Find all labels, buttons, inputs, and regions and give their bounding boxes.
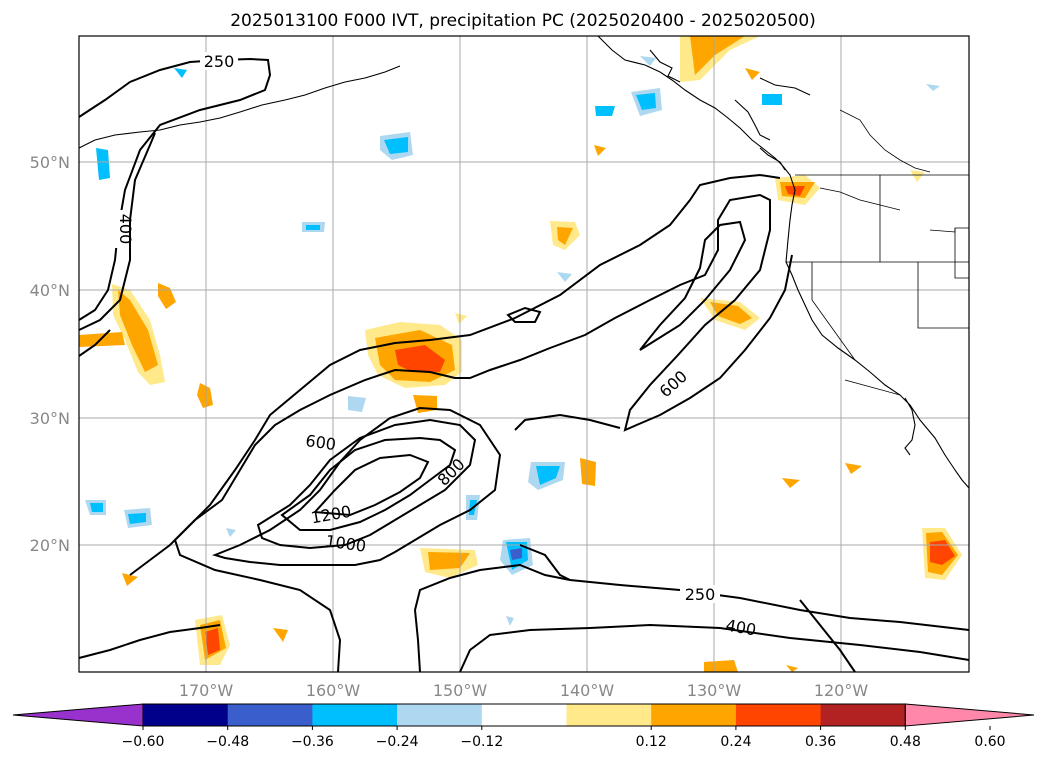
lat-label-40n: 40°N bbox=[30, 281, 70, 300]
colorbar-segment bbox=[651, 704, 737, 726]
lat-label-20n: 20°N bbox=[30, 536, 70, 555]
colorbar-segments bbox=[12, 703, 1035, 727]
colorbar-tick-label: −0.12 bbox=[460, 734, 503, 750]
colorbar-labels: −0.60 −0.48 −0.36 −0.24 −0.12 0.12 0.24 0.36 0.4… bbox=[122, 726, 1006, 750]
precip-pc-shading bbox=[79, 36, 962, 672]
map-frame bbox=[78, 35, 970, 673]
contour-label-250-north: 250 bbox=[204, 52, 235, 71]
gridlines bbox=[79, 36, 969, 672]
lon-label-150w: 150°W bbox=[433, 681, 488, 700]
latitude-labels: 50°N 40°N 30°N 20°N bbox=[30, 153, 70, 555]
colorbar-tick-label: 0.48 bbox=[890, 734, 921, 750]
contour-labels: 250 400 600 600 800 1000 1200 250 400 bbox=[110, 52, 758, 640]
colorbar-tick-label: 0.12 bbox=[636, 734, 667, 750]
colorbar-segment bbox=[566, 704, 652, 726]
colorbar-segment bbox=[481, 704, 567, 726]
colorbar-segment bbox=[735, 704, 822, 726]
lon-label-160w: 160°W bbox=[306, 681, 361, 700]
lon-label-140w: 140°W bbox=[560, 681, 615, 700]
colorbar-tick-label: 0.36 bbox=[805, 734, 836, 750]
longitude-labels: 170°W 160°W 150°W 140°W 130°W 120°W bbox=[179, 681, 869, 700]
lon-label-170w: 170°W bbox=[179, 681, 234, 700]
coastlines bbox=[78, 35, 970, 489]
colorbar-extend-high bbox=[904, 703, 1035, 727]
colorbar-tick-label: 0.24 bbox=[720, 734, 751, 750]
colorbar-segment bbox=[397, 704, 483, 726]
map-panel: 250 400 600 600 800 1000 1200 250 400 bbox=[78, 35, 970, 673]
lat-label-30n: 30°N bbox=[30, 409, 70, 428]
contour-label-600-west: 600 bbox=[304, 431, 337, 454]
contour-label-400-west: 400 bbox=[116, 214, 135, 245]
colorbar-tick-label: −0.48 bbox=[206, 734, 249, 750]
colorbar-tick-label: −0.60 bbox=[122, 734, 165, 750]
colorbar-tick-label: 0.60 bbox=[974, 734, 1005, 750]
lon-label-130w: 130°W bbox=[687, 681, 742, 700]
colorbar-segment bbox=[312, 704, 398, 726]
colorbar-segment bbox=[143, 704, 229, 726]
colorbar-segment bbox=[820, 704, 906, 726]
colorbar-tick-label: −0.24 bbox=[376, 734, 419, 750]
map-title: 2025013100 F000 IVT, precipitation PC (2… bbox=[230, 11, 816, 31]
state-borders bbox=[786, 109, 969, 396]
colorbar-segment bbox=[227, 704, 313, 726]
lat-label-50n: 50°N bbox=[30, 153, 70, 172]
colorbar-extend-low bbox=[12, 703, 144, 727]
colorbar-frame bbox=[142, 703, 906, 727]
ivt-contours bbox=[78, 57, 970, 673]
lon-label-120w: 120°W bbox=[814, 681, 869, 700]
contour-label-250-south: 250 bbox=[685, 585, 716, 604]
colorbar: −0.60 −0.48 −0.36 −0.24 −0.12 0.12 0.24 0.36 0.4… bbox=[12, 703, 1035, 750]
colorbar-tick-label: −0.36 bbox=[291, 734, 334, 750]
